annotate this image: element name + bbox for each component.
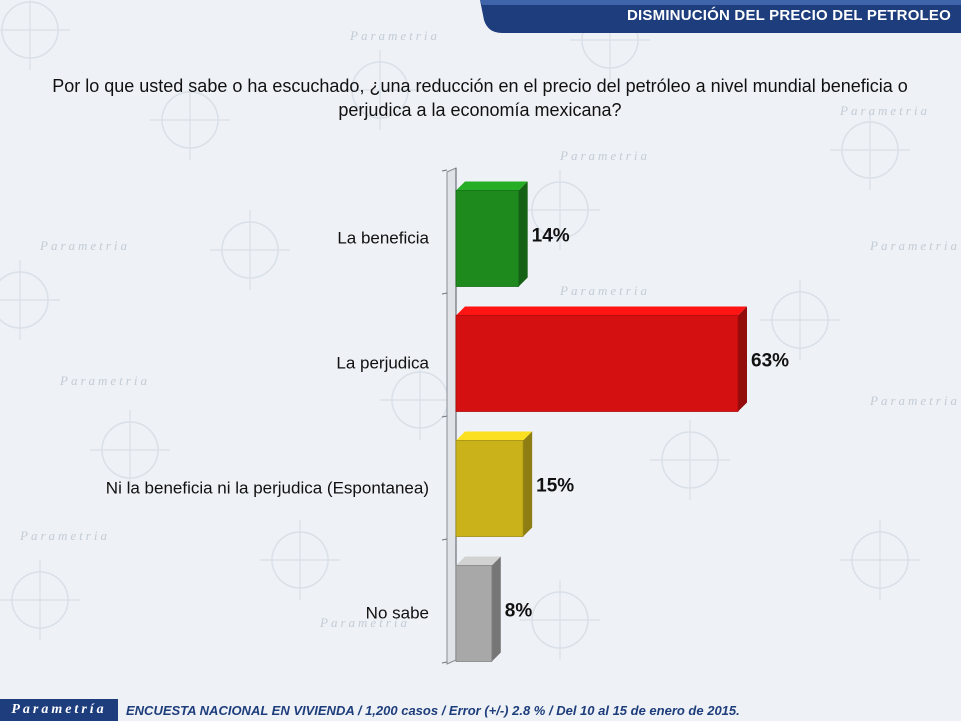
bar-top-face [456,181,528,191]
data-label: 63% [751,351,789,372]
data-label: 14% [532,226,570,247]
bar-3: 15% Ni la beneficia ni la perjudica (Espo… [106,431,574,537]
survey-question: Por lo que usted sabe o ha escuchado, ¿u… [52,76,908,120]
bar-4: 8% No sabe [366,556,533,662]
watermark-word: Parametria [869,238,960,253]
watermark-word: Parametria [59,373,150,388]
category-label: No sabe [366,604,429,623]
bar-front-face [455,440,524,537]
bar-side-face [523,431,533,537]
axis-tick [441,292,448,295]
watermark-motif [650,420,730,500]
watermark-motif [0,560,80,640]
bar-front-face [455,315,739,412]
watermark-motif [340,50,420,130]
bar-side-face [738,306,747,412]
brand-logo: Parametría [0,699,118,721]
bar-top-face [456,306,747,316]
bar-1: 14% La beneficia [337,181,570,287]
bar-top-face [456,431,533,441]
watermark-motif [90,410,170,490]
survey-footnote: ENCUESTA NACIONAL EN VIVIENDA / 1,200 ca… [126,703,740,718]
watermark-motif [520,580,600,660]
watermark-word: Parametria [19,528,110,543]
watermark-word: Parametria [559,283,650,298]
watermark-motif [260,520,340,600]
chart-bars: 14% La beneficia 63% La perjudica 15% Ni la b… [106,181,789,662]
watermark-word: Parametria [349,28,440,43]
data-label: 8% [505,601,533,622]
watermark-motif [150,80,230,160]
bar-2: 63% La perjudica [336,306,789,412]
watermark-word: Parametria [39,238,130,253]
watermark-word: Parametria [839,103,930,118]
bar-top-face [456,556,501,566]
watermark-motif [760,280,840,360]
banner-shape [480,0,961,33]
category-label: La perjudica [336,354,429,373]
bar-front-face [455,190,520,287]
watermark-motif [210,210,290,290]
axis-tick [441,661,448,664]
axis-wall [446,167,457,665]
axis-tick [441,538,448,541]
axis-tick [441,415,448,418]
bar-side-face [518,181,528,287]
watermark-motif [0,260,60,340]
chart-axis [441,167,457,665]
bar-side-face [491,556,501,662]
watermark-motif [840,520,920,600]
banner-title: DISMINUCIÓN DEL PRECIO DEL PETROLEO [627,7,951,24]
watermark-motif [0,0,70,70]
bar-front-face [455,565,493,662]
watermark-word: Parametria [319,615,410,630]
data-label: 15% [536,476,574,497]
category-label: Ni la beneficia ni la perjudica (Esponta… [106,479,429,498]
watermark-motif [830,110,910,190]
category-label: La beneficia [337,229,429,248]
watermark-word: Parametria [559,148,650,163]
top-banner: DISMINUCIÓN DEL PRECIO DEL PETROLEO [480,0,961,33]
watermark-word: Parametria [869,393,960,408]
watermark-motif [520,170,600,250]
axis-tick [441,169,448,172]
